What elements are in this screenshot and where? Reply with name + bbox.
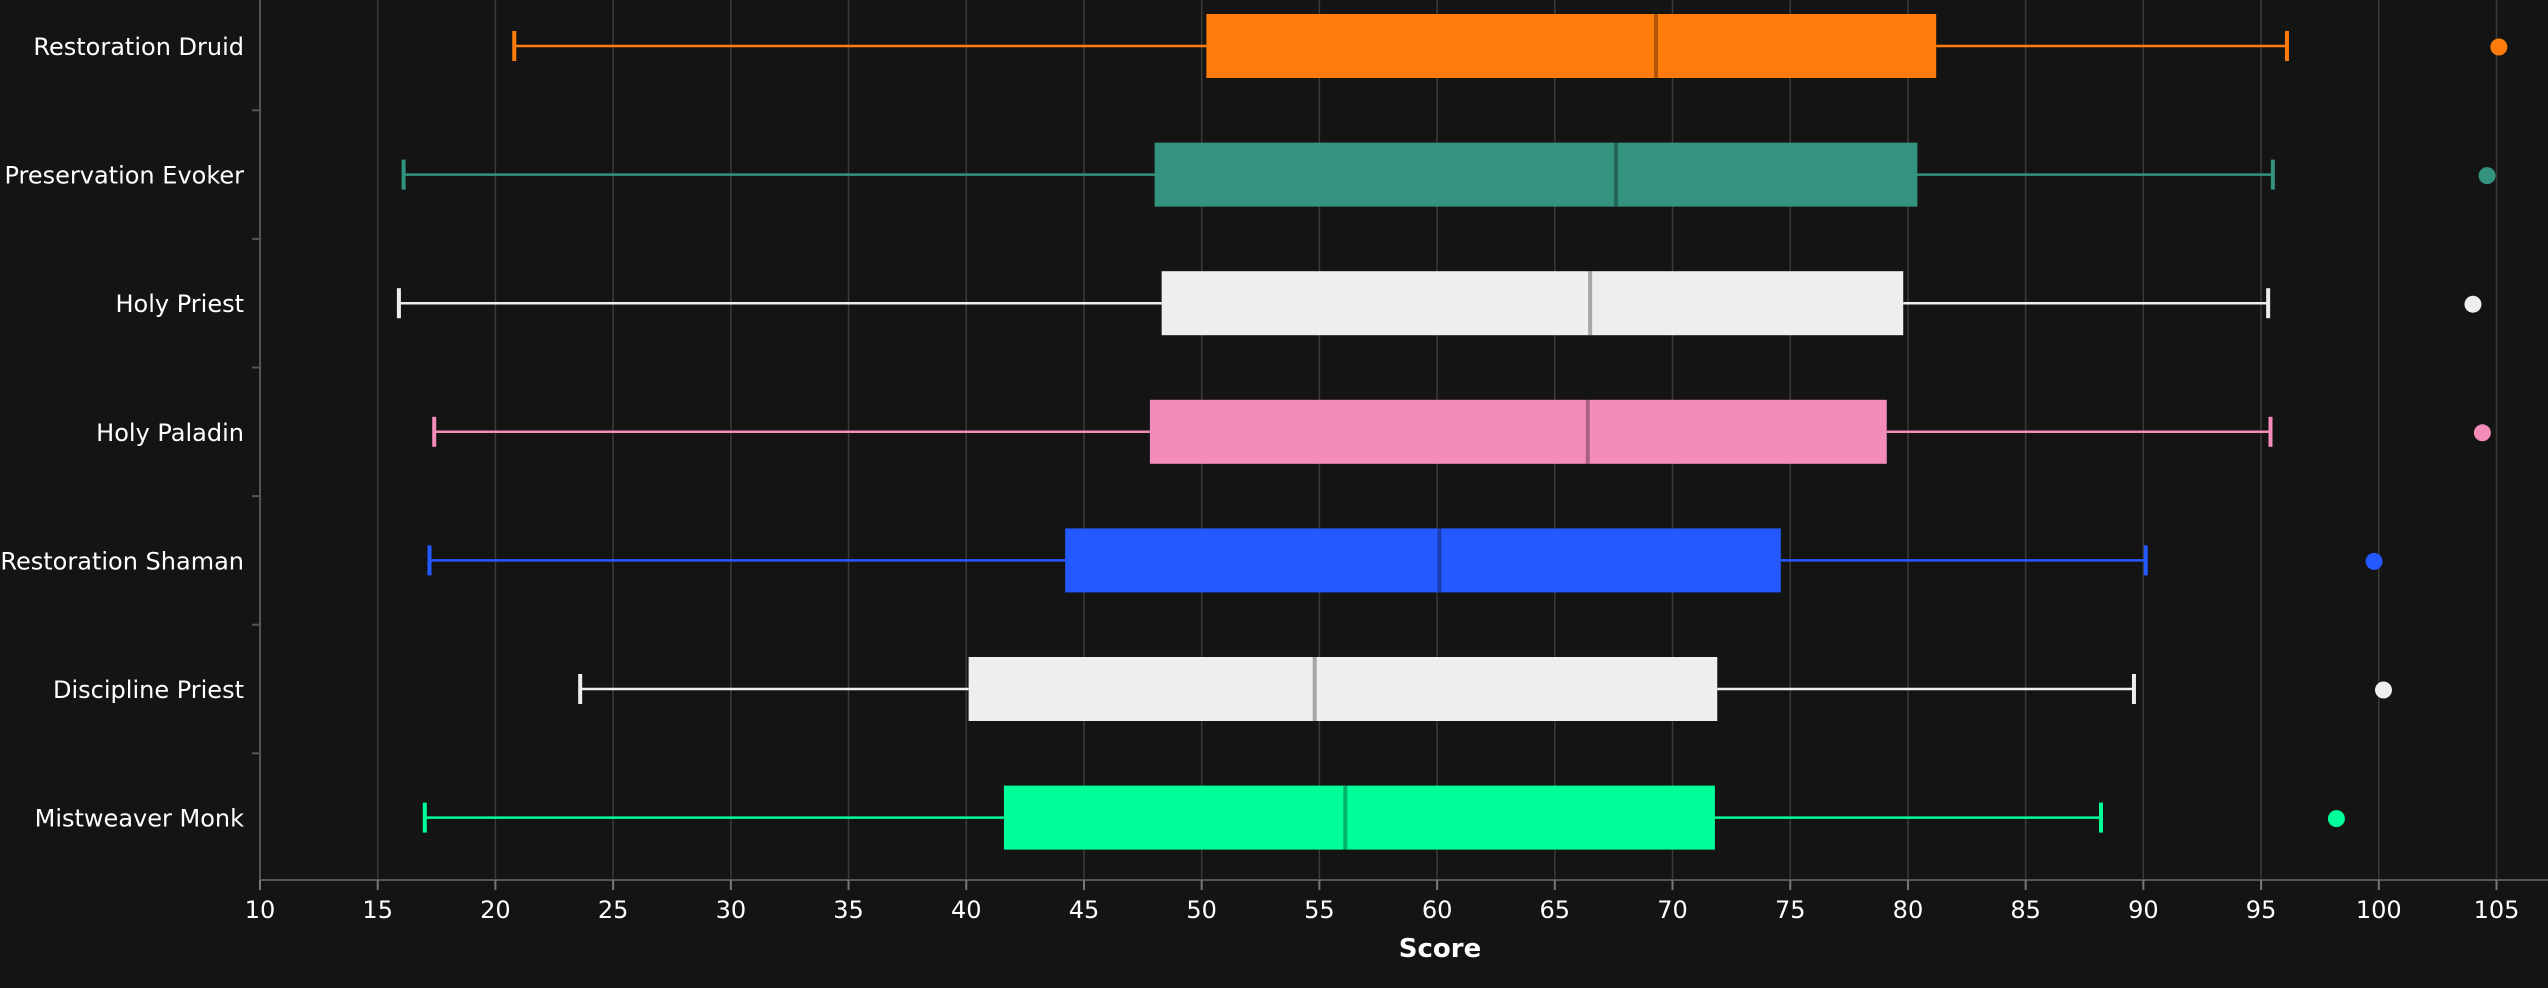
- x-tick-label: 85: [2010, 896, 2041, 924]
- x-tick-label: 45: [1069, 896, 1100, 924]
- box-group: Preservation Evoker: [4, 142, 2496, 207]
- box-group: Holy Paladin: [96, 399, 2491, 464]
- x-tick-label: 20: [480, 896, 511, 924]
- iqr-box: [1065, 528, 1781, 593]
- x-tick-label: 55: [1304, 896, 1335, 924]
- iqr-box: [1161, 271, 1904, 336]
- y-tick-label: Restoration Shaman: [0, 547, 244, 575]
- x-tick-label: 65: [1540, 896, 1571, 924]
- x-tick-label: 15: [362, 896, 393, 924]
- box-group: Discipline Priest: [53, 657, 2392, 721]
- outlier-point: [2478, 167, 2496, 185]
- x-tick-label: 50: [1186, 896, 1217, 924]
- outlier-point: [2464, 295, 2482, 313]
- outlier-point: [2374, 681, 2392, 699]
- outlier-point: [2365, 552, 2383, 570]
- y-tick-label: Holy Priest: [116, 290, 245, 318]
- outlier-point: [2327, 810, 2345, 828]
- iqr-box: [1206, 14, 1937, 78]
- iqr-box: [1149, 399, 1887, 464]
- outlier-point: [2473, 424, 2491, 442]
- iqr-box: [1003, 785, 1715, 850]
- x-tick-label: 60: [1422, 896, 1453, 924]
- y-tick-label: Discipline Priest: [53, 676, 244, 704]
- outlier-point: [2490, 38, 2508, 56]
- x-tick-label: 105: [2474, 896, 2520, 924]
- boxes: Restoration Druid Preservation Evoker Holy…: [0, 14, 2508, 850]
- x-tick-label: 35: [833, 896, 864, 924]
- x-tick-label: 100: [2356, 896, 2402, 924]
- box-group: Mistweaver Monk: [35, 785, 2345, 850]
- y-tick-label: Holy Paladin: [96, 419, 244, 447]
- x-tick-label: 40: [951, 896, 982, 924]
- y-tick-label: Mistweaver Monk: [35, 805, 244, 833]
- y-tick-label: Preservation Evoker: [4, 162, 244, 190]
- x-tick-label: 95: [2246, 896, 2277, 924]
- box-group: Holy Priest: [116, 271, 2482, 336]
- x-tick-label: 90: [2128, 896, 2159, 924]
- iqr-box: [968, 657, 1718, 721]
- box-group: Restoration Druid: [33, 14, 2508, 78]
- box-group: Restoration Shaman: [0, 528, 2383, 593]
- x-tick-label: 25: [598, 896, 629, 924]
- x-tick-label: 10: [245, 896, 276, 924]
- x-tick-label: 70: [1657, 896, 1688, 924]
- iqr-box: [1154, 142, 1918, 207]
- axes: 10 15 20 25 30 35 40 45 50 55 60 65 70 75 80 85 90 95 100 1…: [245, 0, 2548, 924]
- x-axis-label: Score: [1399, 934, 1481, 964]
- x-tick-label: 30: [716, 896, 747, 924]
- y-tick-label: Restoration Druid: [33, 33, 244, 61]
- x-tick-label: 80: [1893, 896, 1924, 924]
- x-tick-label: 75: [1775, 896, 1806, 924]
